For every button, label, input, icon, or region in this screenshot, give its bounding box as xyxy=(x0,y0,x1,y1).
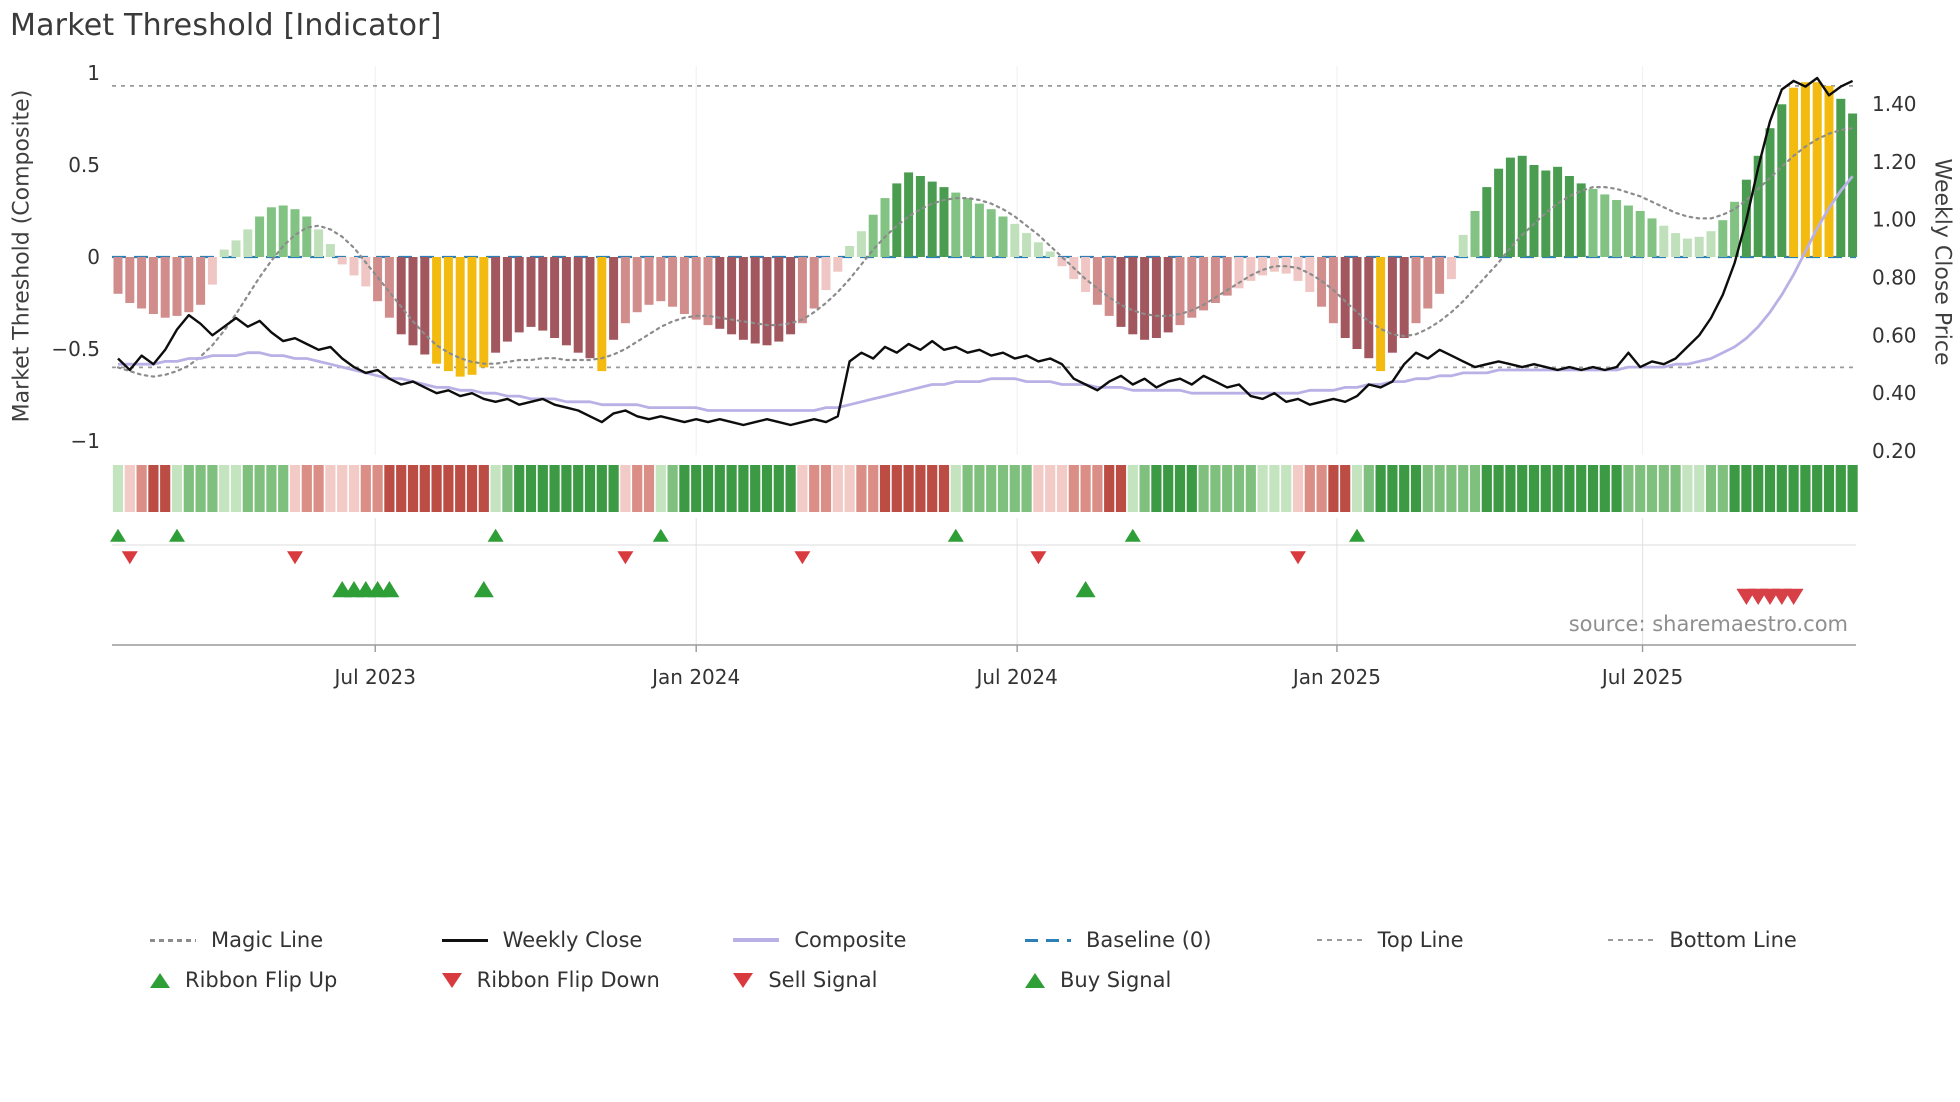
svg-text:0.40: 0.40 xyxy=(1872,381,1917,405)
magic-line-swatch-icon xyxy=(150,938,196,942)
svg-text:Jan 2025: Jan 2025 xyxy=(1291,665,1381,689)
top-line-swatch-icon xyxy=(1316,939,1363,941)
svg-text:0.5: 0.5 xyxy=(68,153,100,177)
legend-label: Bottom Line xyxy=(1669,928,1797,952)
svg-text:0.60: 0.60 xyxy=(1872,323,1917,347)
bottom-line-swatch-icon xyxy=(1608,939,1655,941)
legend-label: Baseline (0) xyxy=(1085,928,1212,952)
svg-text:Jul 2024: Jul 2024 xyxy=(974,665,1057,689)
legend-item-buy: Buy Signal xyxy=(1024,968,1307,992)
buy-signal-markers xyxy=(332,581,1096,598)
legend-item-bottom-line: Bottom Line xyxy=(1608,928,1890,952)
composite-swatch-icon xyxy=(733,938,780,942)
svg-text:1.00: 1.00 xyxy=(1872,208,1917,232)
legend-item-magic-line: Magic Line xyxy=(150,928,432,952)
flip-up-swatch-icon xyxy=(150,972,170,988)
legend-item-baseline: Baseline (0) xyxy=(1024,928,1307,952)
svg-text:Jan 2024: Jan 2024 xyxy=(650,665,740,689)
svg-text:0: 0 xyxy=(87,245,100,269)
page-title: Market Threshold [Indicator] xyxy=(10,8,442,43)
weekly-close-line xyxy=(117,76,1854,427)
trend-ribbon xyxy=(112,465,1858,512)
legend-label: Ribbon Flip Down xyxy=(476,968,660,992)
ribbon-flip-down-markers xyxy=(121,551,1306,565)
legend-item-weekly-close: Weekly Close xyxy=(441,928,724,952)
sell-swatch-icon xyxy=(733,972,754,988)
legend-label: Ribbon Flip Up xyxy=(185,968,338,992)
right-axis-title: Weekly Close Price xyxy=(1929,158,1955,366)
composite-bars xyxy=(113,82,1858,377)
legend-label: Sell Signal xyxy=(768,968,878,992)
buy-swatch-icon xyxy=(1024,972,1045,988)
svg-text:Jul 2023: Jul 2023 xyxy=(333,665,416,689)
gridlines xyxy=(112,66,1856,652)
legend-item-flip-down: Ribbon Flip Down xyxy=(441,968,724,992)
legend-label: Weekly Close xyxy=(502,928,643,952)
right-axis-tick-labels: 1.40 1.20 1.00 0.80 0.60 0.40 0.20 xyxy=(1872,92,1917,463)
x-axis-tick-labels: Jul 2023 Jan 2024 Jul 2024 Jan 2025 Jul 2025 xyxy=(333,665,1684,689)
chart-legend: Magic Line Weekly Close Composite Baseline … xyxy=(150,928,1890,992)
series-lines xyxy=(116,76,1854,427)
composite-line xyxy=(118,175,1854,412)
legend-label: Buy Signal xyxy=(1059,968,1172,992)
svg-text:Jul 2025: Jul 2025 xyxy=(1600,665,1683,689)
left-axis-title: Market Threshold (Composite) xyxy=(9,89,35,423)
baseline-swatch-icon xyxy=(1024,938,1071,942)
ribbon-flip-up-markers xyxy=(110,528,1365,542)
svg-text:−1: −1 xyxy=(71,429,100,453)
source-attribution: source: sharemaestro.com xyxy=(1568,612,1848,636)
legend-item-top-line: Top Line xyxy=(1316,928,1599,952)
svg-text:1: 1 xyxy=(87,61,100,85)
svg-text:1.20: 1.20 xyxy=(1872,150,1917,174)
left-axis-tick-labels: 1 0.5 0 −0.5 −1 xyxy=(51,61,100,453)
legend-item-flip-up: Ribbon Flip Up xyxy=(150,968,432,992)
legend-item-composite: Composite xyxy=(733,928,1015,952)
legend-label: Composite xyxy=(794,928,907,952)
sell-signal-markers xyxy=(1736,588,1804,605)
legend-item-sell: Sell Signal xyxy=(733,968,1015,992)
magic-line xyxy=(116,127,1854,378)
svg-text:0.20: 0.20 xyxy=(1872,439,1917,463)
weekly-close-swatch-icon xyxy=(441,938,488,942)
svg-text:−0.5: −0.5 xyxy=(51,337,100,361)
flip-down-swatch-icon xyxy=(441,972,462,988)
legend-label: Top Line xyxy=(1377,928,1464,952)
legend-label: Magic Line xyxy=(211,928,324,952)
svg-text:0.80: 0.80 xyxy=(1872,265,1917,289)
svg-text:1.40: 1.40 xyxy=(1872,92,1917,116)
